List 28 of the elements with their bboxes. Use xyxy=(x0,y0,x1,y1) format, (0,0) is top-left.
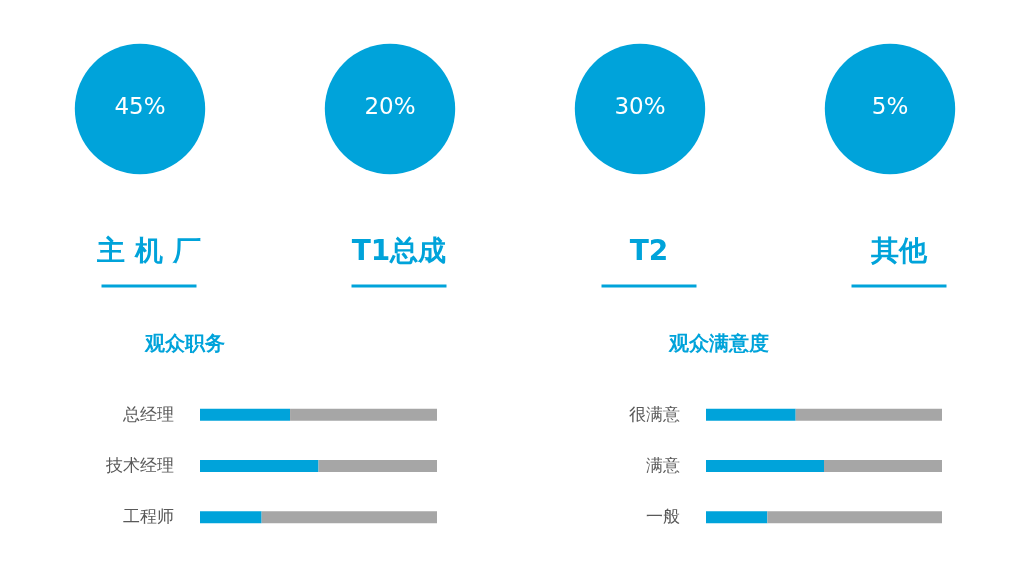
data-label: 5% xyxy=(871,93,909,119)
data-label: 20% xyxy=(364,93,416,119)
bar xyxy=(261,511,437,524)
y-tick-label: 很满意 xyxy=(628,403,680,424)
bar xyxy=(795,408,942,421)
bar xyxy=(290,408,437,421)
category-label: 其他 xyxy=(870,234,928,267)
bar xyxy=(706,511,768,524)
bar xyxy=(200,511,262,524)
data-label: 30% xyxy=(614,93,666,119)
y-tick-label: 一般 xyxy=(645,506,680,527)
y-tick-label: 总经理 xyxy=(121,403,174,424)
bar xyxy=(824,460,942,472)
category-label: T1总成 xyxy=(351,234,447,267)
category-label: 主 机 厂 xyxy=(96,234,201,267)
data-label: 45% xyxy=(114,93,166,119)
bar xyxy=(767,511,942,524)
y-tick-label: 工程师 xyxy=(122,506,174,527)
chart-title: 观众满意度 xyxy=(668,331,769,355)
bar xyxy=(318,460,437,472)
bar xyxy=(706,460,824,472)
bar xyxy=(200,408,291,421)
y-tick-label: 满意 xyxy=(645,455,680,475)
category-label: T2 xyxy=(629,234,669,267)
y-tick-label: 技术经理 xyxy=(104,455,174,475)
bar xyxy=(706,408,796,421)
chart-title: 观众职务 xyxy=(144,331,225,355)
bar xyxy=(200,460,319,472)
